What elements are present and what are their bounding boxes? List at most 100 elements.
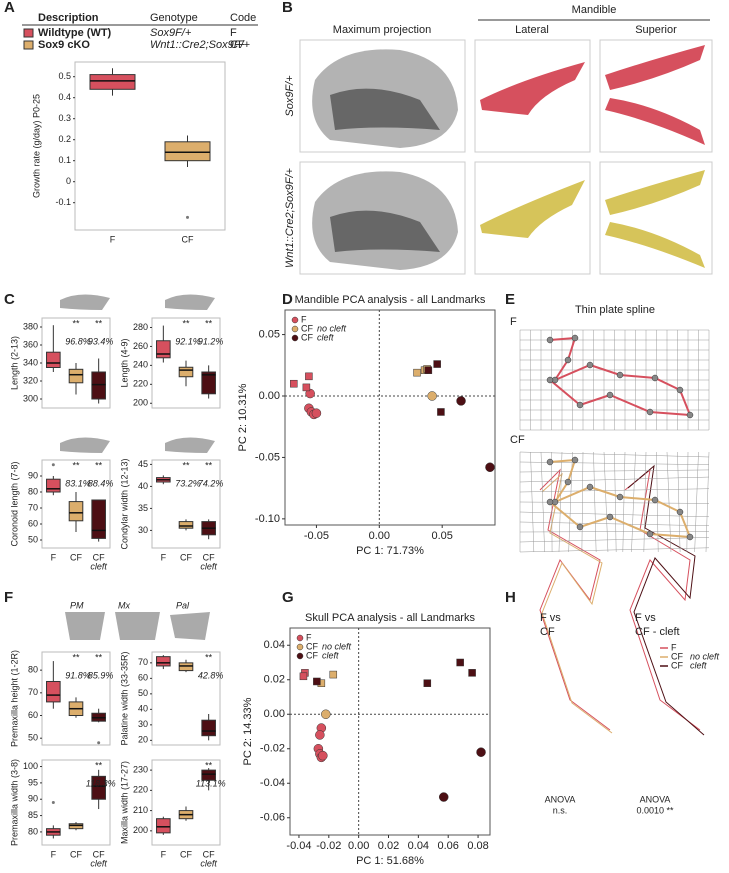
significance: ** [182, 460, 190, 470]
deform-grid [581, 451, 584, 553]
point [318, 750, 328, 761]
y-tick-label: 0 [66, 176, 71, 186]
x-tick-label: CF [203, 552, 215, 562]
pct-label: 91.2% [198, 336, 224, 346]
icon-label: Mx [118, 600, 130, 610]
point [413, 368, 421, 377]
plot-frame [151, 317, 221, 409]
significance: ** [72, 318, 80, 328]
legend-marker [291, 316, 299, 324]
box [178, 521, 194, 529]
significance: ** [95, 652, 103, 662]
y-tick-label: 80 [28, 486, 38, 496]
deform-grid [519, 531, 710, 533]
point [302, 383, 311, 392]
y-tick-label: 0.4 [58, 92, 71, 102]
deform-grid [705, 451, 710, 553]
landmark [646, 530, 654, 538]
y-tick-label: 0.05 [259, 328, 280, 340]
x-tick-label: CF [93, 552, 105, 562]
x-tick-label: F [51, 552, 57, 562]
y-tick-label: 0.02 [264, 674, 285, 686]
y-tick-label: 300 [23, 393, 38, 403]
x-tick-label: F [110, 234, 116, 244]
y-tick-label: 20 [138, 735, 148, 745]
point [438, 792, 449, 802]
box [164, 141, 211, 162]
y-tick-label: 80 [28, 665, 38, 675]
deform-grid [519, 476, 710, 483]
y-axis-label: Growth rate (g/day) P0-25 [31, 94, 41, 198]
y-tick-label: 60 [138, 673, 148, 683]
skull-detail [330, 88, 440, 130]
point [476, 747, 486, 757]
table-cell: Wildtype (WT) [38, 27, 112, 39]
box [178, 366, 194, 378]
plot-frame [41, 759, 111, 846]
box [91, 775, 106, 800]
bone-icon [60, 294, 110, 310]
landmark [564, 356, 572, 364]
landmark [546, 498, 554, 506]
grid-label: CF [510, 434, 525, 446]
skull-icon [170, 612, 210, 640]
panel-label: B [282, 0, 293, 16]
column-label: Maximum projection [333, 24, 431, 36]
plot-frame [41, 651, 111, 746]
x-tick-note: cleft [90, 561, 107, 571]
significance: ** [205, 760, 213, 770]
plot-frame [151, 759, 221, 846]
y-tick-label: 85 [28, 810, 38, 820]
y-axis-label: Palatine width (33-35R) [119, 651, 129, 745]
x-tick-label: CF [93, 849, 105, 859]
deform-grid [622, 451, 626, 553]
outlier [97, 741, 101, 745]
box [201, 769, 216, 781]
significance: ** [95, 460, 103, 470]
pct-label: 113.1% [196, 778, 226, 788]
y-tick-label: 0.5 [58, 71, 71, 81]
panel-title: CF - cleft [635, 626, 680, 638]
legend-swatch [23, 40, 34, 50]
deform-grid [686, 451, 689, 553]
plot-frame [41, 459, 111, 549]
box [156, 656, 171, 667]
y-tick-label: 220 [133, 785, 148, 795]
legend-marker [291, 334, 299, 342]
skull-icon [115, 612, 160, 640]
landmark [571, 456, 579, 464]
y-tick-label: 0.04 [264, 639, 285, 651]
group-label: Mandible [572, 4, 617, 16]
landmark [606, 391, 614, 399]
y-tick-label: 200 [133, 398, 148, 408]
x-tick-label: 0.08 [467, 840, 488, 852]
panel-label: A [4, 0, 15, 16]
plot-frame [74, 61, 226, 231]
plot-frame [289, 627, 491, 836]
panel-label: H [505, 589, 516, 606]
y-axis-label: PC 2: 14.33% [242, 697, 254, 765]
test-value: n.s. [553, 805, 568, 815]
y-tick-label: 90 [28, 794, 38, 804]
point [485, 462, 495, 473]
point [456, 658, 464, 667]
pct-label: 85.9% [88, 670, 114, 680]
mandible-superior [605, 170, 705, 268]
table-cell: Sox9 cKO [38, 39, 90, 51]
table-cell: Sox9F/+ [150, 27, 192, 39]
pct-label: 92.1% [175, 336, 201, 346]
skull-detail [330, 210, 440, 252]
legend-marker [296, 643, 304, 651]
deform-grid [519, 451, 710, 458]
y-tick-label: 70 [28, 502, 38, 512]
deform-grid [519, 511, 710, 518]
box [46, 680, 61, 703]
x-tick-label: 0.00 [348, 840, 369, 852]
y-tick-label: -0.02 [260, 743, 285, 755]
plot-frame [151, 459, 221, 549]
y-tick-label: 70 [28, 687, 38, 697]
y-tick-label: 35 [138, 503, 148, 513]
outlier [186, 215, 189, 219]
y-tick-label: 100 [23, 761, 38, 771]
deform-grid [643, 451, 647, 553]
